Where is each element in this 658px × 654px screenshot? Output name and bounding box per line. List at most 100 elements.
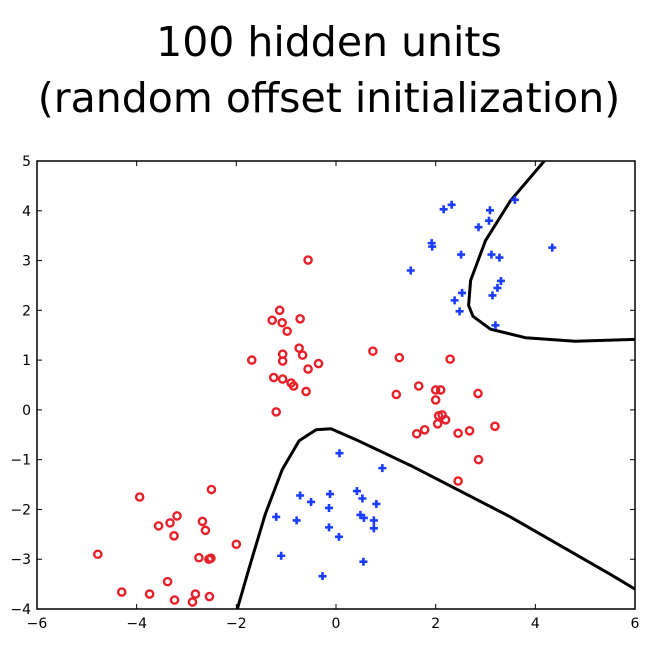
decision-boundaries: [235, 161, 635, 609]
x-tick-label: 6: [631, 616, 640, 632]
data-point-circle: [165, 518, 175, 528]
data-point-plus: [277, 551, 286, 560]
data-point-plus: [296, 491, 305, 500]
data-points: [92, 195, 557, 607]
data-point-plus: [325, 503, 334, 512]
x-tick-label: 2: [431, 616, 440, 632]
data-point-circle: [169, 595, 180, 605]
decision-boundary-1: [467, 161, 635, 343]
y-tick-label: 2: [22, 303, 31, 319]
data-point-circle: [464, 425, 475, 436]
data-point-plus: [372, 499, 381, 508]
data-point-circle: [445, 354, 455, 364]
data-point-plus: [450, 296, 459, 305]
data-point-circle: [274, 305, 285, 316]
data-point-circle: [246, 355, 257, 365]
data-point-circle: [268, 372, 279, 383]
data-point-circle: [197, 516, 208, 527]
data-point-circle: [411, 428, 422, 439]
data-point-circle: [267, 315, 278, 326]
data-point-plus: [369, 524, 378, 533]
data-point-circle: [473, 388, 483, 399]
data-point-circle: [473, 454, 484, 465]
data-point-circle: [206, 484, 217, 495]
y-tick-label: 5: [22, 154, 31, 170]
x-tick-label: 4: [531, 616, 540, 632]
y-tick-label: 3: [22, 254, 31, 270]
data-point-circle: [282, 326, 292, 337]
data-point-circle: [190, 589, 201, 599]
plot-frame: [36, 160, 636, 610]
data-point-circle: [134, 492, 145, 502]
x-tick-label: 0: [332, 616, 341, 632]
data-point-circle: [432, 419, 443, 429]
data-point-circle: [169, 531, 179, 541]
data-point-circle: [116, 587, 127, 597]
y-tick-label: −1: [10, 453, 31, 469]
data-point-circle: [277, 374, 288, 384]
data-point-circle: [204, 591, 215, 602]
data-point-circle: [231, 539, 242, 550]
data-point-plus: [318, 572, 327, 581]
data-point-plus: [488, 291, 497, 300]
data-point-circle: [413, 381, 424, 391]
data-point-plus: [378, 464, 387, 473]
data-point-circle: [430, 395, 441, 405]
x-tick-label: −6: [27, 616, 48, 632]
data-point-circle: [440, 415, 451, 425]
data-point-circle: [294, 343, 304, 353]
data-point-plus: [548, 243, 557, 252]
data-point-circle: [271, 407, 282, 417]
data-point-plus: [334, 532, 343, 541]
y-tick-label: −2: [10, 502, 31, 518]
data-point-plus: [358, 494, 367, 503]
data-point-plus: [307, 497, 316, 506]
chart-title-line2: (random offset initialization): [37, 74, 621, 122]
y-tick-label: 1: [22, 353, 31, 369]
y-tick-label: 4: [22, 204, 31, 220]
data-point-plus: [487, 250, 496, 259]
data-point-plus: [458, 288, 467, 297]
data-point-plus: [325, 523, 334, 532]
data-point-plus: [359, 513, 368, 522]
data-point-circle: [172, 511, 182, 521]
data-point-circle: [144, 589, 155, 599]
data-point-circle: [277, 317, 287, 328]
data-point-plus: [292, 516, 301, 525]
y-tick-label: 0: [22, 403, 31, 419]
data-point-plus: [493, 283, 502, 292]
y-tick-label: −3: [10, 552, 31, 568]
data-point-circle: [301, 386, 311, 397]
data-point-circle: [277, 356, 288, 366]
data-point-plus: [485, 206, 494, 215]
data-point-plus: [474, 223, 483, 232]
decision-boundary-2: [235, 427, 635, 609]
data-point-circle: [297, 350, 308, 360]
chart-title-line1: 100 hidden units: [156, 18, 502, 66]
data-point-circle: [153, 521, 164, 531]
data-point-plus: [369, 516, 378, 525]
data-point-plus: [352, 487, 361, 496]
data-point-circle: [435, 385, 446, 395]
data-point-circle: [92, 549, 103, 560]
data-point-circle: [368, 346, 378, 356]
data-point-plus: [406, 266, 415, 275]
data-point-plus: [491, 321, 500, 330]
data-point-plus: [495, 253, 504, 262]
x-tick-label: −2: [226, 616, 247, 632]
data-point-plus: [496, 276, 505, 285]
data-point-circle: [419, 424, 430, 435]
data-point-plus: [326, 490, 335, 499]
data-point-circle: [295, 313, 305, 324]
data-point-circle: [187, 597, 198, 607]
data-point-circle: [394, 352, 405, 363]
data-point-plus: [335, 449, 344, 458]
y-tick-label: −4: [10, 602, 31, 618]
data-point-plus: [510, 195, 519, 204]
data-point-circle: [391, 389, 402, 400]
data-point-plus: [484, 216, 493, 225]
data-point-circle: [490, 421, 500, 432]
data-point-circle: [194, 552, 204, 563]
